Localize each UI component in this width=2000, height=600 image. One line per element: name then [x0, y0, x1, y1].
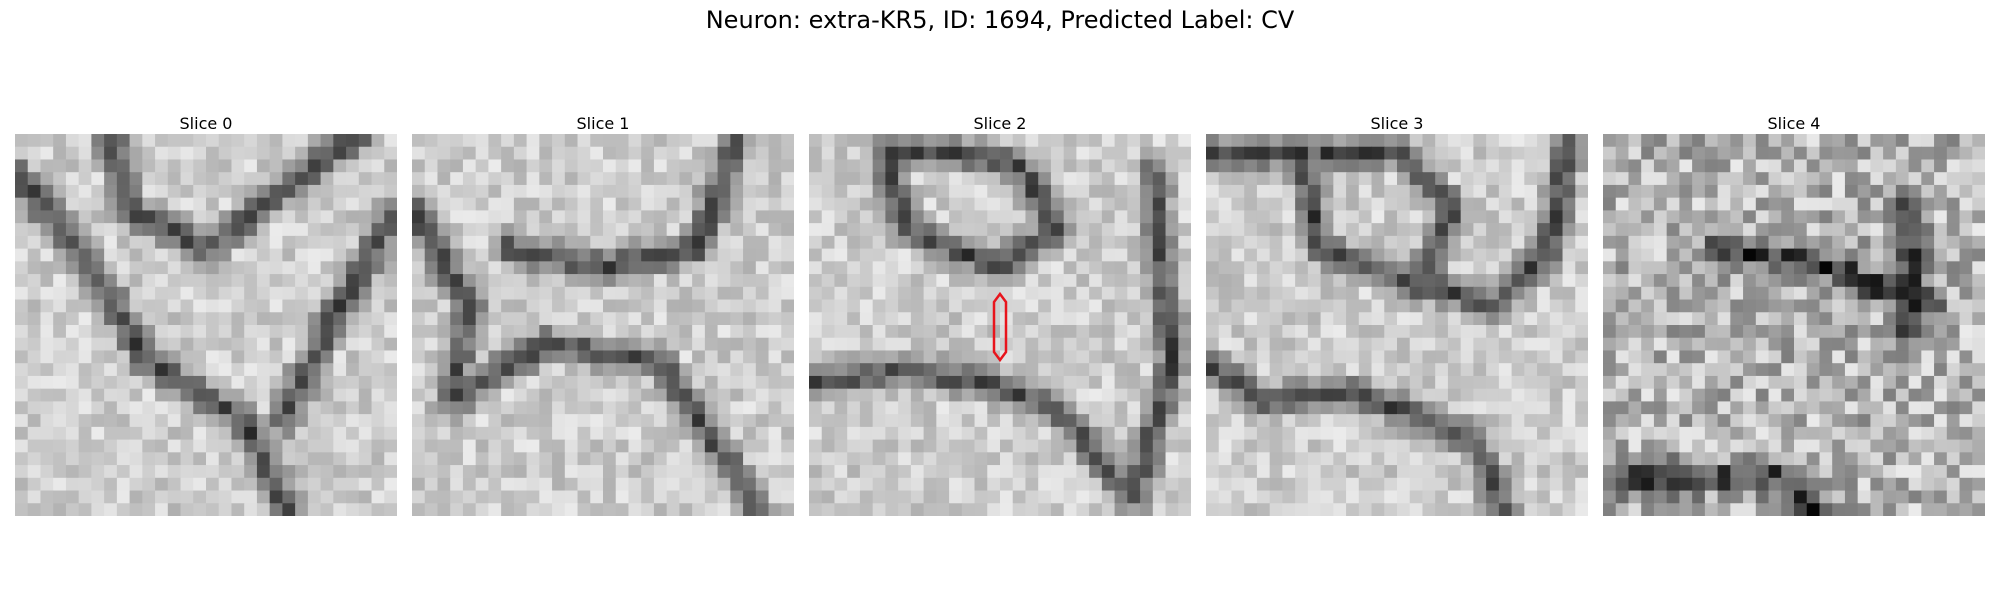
em-slice-image	[1603, 134, 1985, 516]
slice-panel-0: Slice 0	[15, 112, 397, 516]
slice-title: Slice 1	[576, 114, 630, 133]
em-slice-image	[15, 134, 397, 516]
slice-panel-3: Slice 3	[1206, 112, 1588, 516]
marker-outline	[992, 291, 1008, 363]
slice-title: Slice 0	[179, 114, 233, 133]
em-slice-image	[412, 134, 794, 516]
slice-panel-4: Slice 4	[1603, 112, 1985, 516]
slice-title: Slice 2	[973, 114, 1027, 133]
figure-title: Neuron: extra-KR5, ID: 1694, Predicted L…	[705, 6, 1295, 34]
slice-title: Slice 3	[1370, 114, 1424, 133]
slice-panel-1: Slice 1	[412, 112, 794, 516]
em-slice-image	[1206, 134, 1588, 516]
slice-panel-2: Slice 2	[809, 112, 1191, 516]
slice-title: Slice 4	[1767, 114, 1821, 133]
em-slice-image	[809, 134, 1191, 516]
